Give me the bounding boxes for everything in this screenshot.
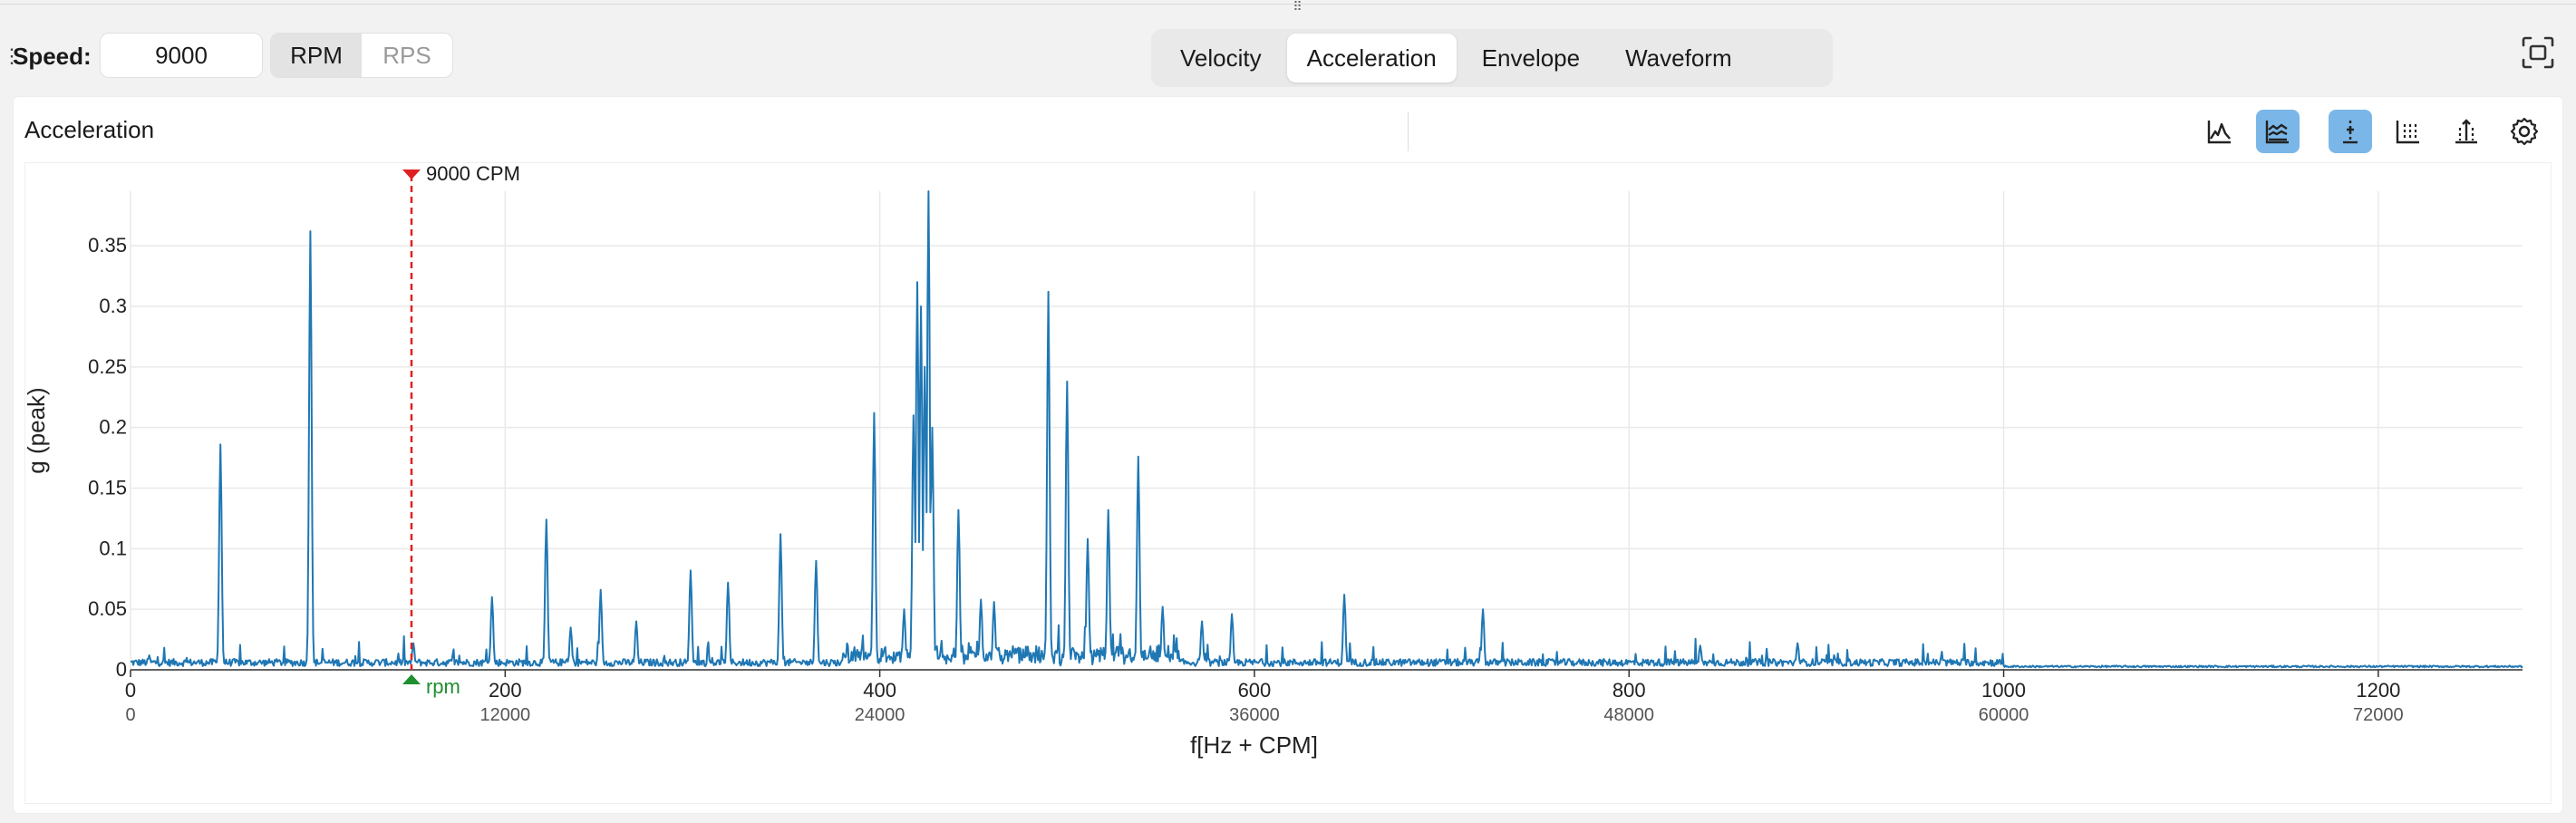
spectrum-fill-button[interactable] xyxy=(2256,110,2300,153)
y-tick-label: 0.05 xyxy=(88,597,127,620)
x-tick-label: 0 xyxy=(125,679,136,702)
rpm-marker-label: rpm xyxy=(426,675,460,698)
toolbar: ⋮ Speed: RPM RPS Velocity Acceleration E… xyxy=(0,27,2576,87)
speed-unit-toggle: RPM RPS xyxy=(270,33,453,78)
speed-marker-label: 9000 CPM xyxy=(426,162,520,185)
unit-rps-button[interactable]: RPS xyxy=(362,34,452,77)
cursor-harmonic-button[interactable] xyxy=(2387,110,2430,153)
settings-button[interactable] xyxy=(2503,110,2546,153)
settings-gear-icon xyxy=(2510,117,2539,146)
fullscreen-button[interactable] xyxy=(2520,34,2556,71)
spectrum-fill-icon xyxy=(2265,121,2289,144)
x-tick-label: 1000 xyxy=(1981,679,2026,702)
y-tick-label: 0.1 xyxy=(99,537,127,559)
chart-panel: Acceleration xyxy=(13,96,2563,814)
x-tick-label-cpm: 60000 xyxy=(1979,705,2029,725)
x-tick-label: 1200 xyxy=(2356,679,2400,702)
x-tick-label: 200 xyxy=(489,679,522,702)
drag-handle-icon[interactable]: ⋮ xyxy=(2,44,22,67)
spectrum-tabs: Velocity Acceleration Envelope Waveform xyxy=(1151,29,1833,87)
tab-envelope[interactable]: Envelope xyxy=(1462,34,1600,82)
cursor-sideband-button[interactable] xyxy=(2445,110,2488,153)
x-tick-label-cpm: 48000 xyxy=(1603,705,1654,725)
speed-input[interactable] xyxy=(100,33,263,78)
spectrum-line-icon xyxy=(2207,121,2231,144)
y-tick-label: 0.2 xyxy=(99,416,127,439)
top-divider xyxy=(0,4,2576,5)
speed-marker-triangle xyxy=(402,169,421,179)
rpm-marker-triangle xyxy=(402,674,421,684)
cursor-single-icon xyxy=(2343,121,2358,144)
unit-rpm-button[interactable]: RPM xyxy=(271,34,362,77)
tab-acceleration[interactable]: Acceleration xyxy=(1286,34,1457,82)
y-axis-title: g (peak) xyxy=(23,387,50,473)
spectrum-series-line xyxy=(130,190,2523,669)
y-tick-label: 0.25 xyxy=(88,355,127,378)
y-tick-label: 0.35 xyxy=(88,234,127,257)
cursor-single-button[interactable] xyxy=(2329,110,2372,153)
toolbar-separator xyxy=(1408,111,1409,151)
x-tick-label: 400 xyxy=(863,679,896,702)
x-tick-label: 800 xyxy=(1612,679,1646,702)
x-tick-label-cpm: 0 xyxy=(125,705,135,725)
x-tick-label: 600 xyxy=(1238,679,1272,702)
spectrum-chart[interactable]: 00.050.10.150.20.250.30.3500200120004002… xyxy=(14,97,2564,815)
panel-title: Acceleration xyxy=(24,116,155,143)
cursor-harmonic-icon xyxy=(2396,121,2419,144)
x-axis-title: f[Hz + CPM] xyxy=(1190,731,1318,759)
y-tick-label: 0.15 xyxy=(88,476,127,499)
resize-handle-icon[interactable]: ⠿ xyxy=(1293,0,1303,14)
fullscreen-icon xyxy=(2522,36,2554,69)
speed-label: Speed: xyxy=(13,43,92,70)
tab-waveform[interactable]: Waveform xyxy=(1605,34,1752,82)
y-tick-label: 0.3 xyxy=(99,295,127,317)
x-tick-label-cpm: 24000 xyxy=(855,705,905,725)
plot-frame xyxy=(24,162,2552,804)
tab-velocity[interactable]: Velocity xyxy=(1160,34,1282,82)
y-tick-label: 0 xyxy=(116,658,127,681)
x-tick-label-cpm: 36000 xyxy=(1229,705,1280,725)
spectrum-line-button[interactable] xyxy=(2198,110,2242,153)
cursor-sideband-icon xyxy=(2455,119,2477,144)
x-tick-label-cpm: 12000 xyxy=(479,705,530,725)
x-tick-label-cpm: 72000 xyxy=(2353,705,2404,725)
